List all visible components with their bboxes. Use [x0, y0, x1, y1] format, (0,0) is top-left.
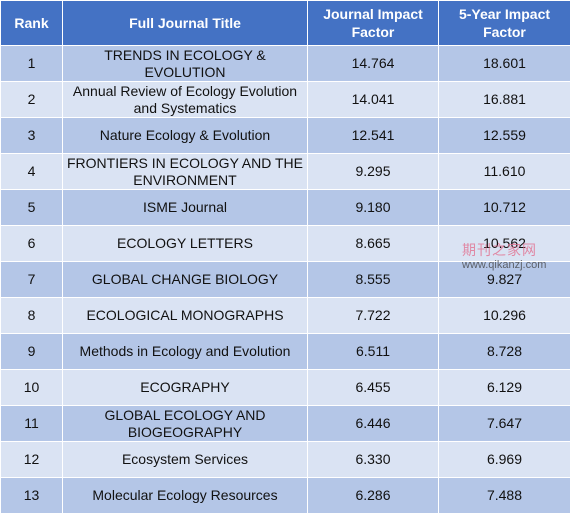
table-row[interactable]: 12 Ecosystem Services 6.330 6.969 — [0, 441, 570, 478]
cell-journal-impact-factor: 6.286 — [307, 477, 439, 514]
table-row[interactable]: 4 FRONTIERS IN ECOLOGY AND THE ENVIRONMEN… — [0, 153, 570, 190]
cell-rank: 6 — [0, 225, 63, 262]
cell-five-year-impact-factor: 18.601 — [438, 45, 570, 82]
cell-journal-title: ECOGRAPHY — [62, 369, 308, 406]
cell-five-year-impact-factor: 7.488 — [438, 477, 570, 514]
cell-journal-impact-factor: 9.180 — [307, 189, 439, 226]
header-journal-title[interactable]: Full Journal Title — [62, 0, 308, 46]
table-body: 1 TRENDS IN ECOLOGY & EVOLUTION 14.764 18.6… — [0, 45, 570, 514]
cell-journal-impact-factor: 6.446 — [307, 405, 439, 442]
cell-journal-impact-factor: 7.722 — [307, 297, 439, 334]
cell-rank: 2 — [0, 81, 63, 118]
cell-journal-title: GLOBAL ECOLOGY AND BIOGEOGRAPHY — [62, 405, 308, 442]
table-row[interactable]: 6 ECOLOGY LETTERS 8.665 10.562 — [0, 225, 570, 262]
cell-five-year-impact-factor: 16.881 — [438, 81, 570, 118]
cell-journal-impact-factor: 14.764 — [307, 45, 439, 82]
cell-rank: 3 — [0, 117, 63, 154]
cell-five-year-impact-factor: 7.647 — [438, 405, 570, 442]
cell-journal-impact-factor: 14.041 — [307, 81, 439, 118]
cell-five-year-impact-factor: 6.969 — [438, 441, 570, 478]
cell-journal-title: Annual Review of Ecology Evolution and S… — [62, 81, 308, 118]
cell-five-year-impact-factor: 10.712 — [438, 189, 570, 226]
cell-journal-impact-factor: 9.295 — [307, 153, 439, 190]
cell-journal-title: TRENDS IN ECOLOGY & EVOLUTION — [62, 45, 308, 82]
header-journal-impact-factor[interactable]: Journal Impact Factor — [307, 0, 439, 46]
cell-rank: 5 — [0, 189, 63, 226]
table-row[interactable]: 13 Molecular Ecology Resources 6.286 7.488 — [0, 477, 570, 514]
cell-five-year-impact-factor: 6.129 — [438, 369, 570, 406]
table-row[interactable]: 7 GLOBAL CHANGE BIOLOGY 8.555 9.827 — [0, 261, 570, 298]
cell-journal-title: ECOLOGY LETTERS — [62, 225, 308, 262]
cell-rank: 7 — [0, 261, 63, 298]
cell-journal-impact-factor: 8.555 — [307, 261, 439, 298]
cell-journal-impact-factor: 6.511 — [307, 333, 439, 370]
cell-journal-impact-factor: 6.455 — [307, 369, 439, 406]
cell-journal-title: ISME Journal — [62, 189, 308, 226]
cell-journal-title: FRONTIERS IN ECOLOGY AND THE ENVIRONMENT — [62, 153, 308, 190]
cell-five-year-impact-factor: 8.728 — [438, 333, 570, 370]
cell-journal-impact-factor: 8.665 — [307, 225, 439, 262]
cell-rank: 9 — [0, 333, 63, 370]
cell-journal-title: GLOBAL CHANGE BIOLOGY — [62, 261, 308, 298]
cell-five-year-impact-factor: 12.559 — [438, 117, 570, 154]
cell-journal-impact-factor: 12.541 — [307, 117, 439, 154]
cell-rank: 13 — [0, 477, 63, 514]
cell-rank: 11 — [0, 405, 63, 442]
table-row[interactable]: 1 TRENDS IN ECOLOGY & EVOLUTION 14.764 18.6… — [0, 45, 570, 82]
table-row[interactable]: 11 GLOBAL ECOLOGY AND BIOGEOGRAPHY 6.446 7.… — [0, 405, 570, 442]
cell-five-year-impact-factor: 10.296 — [438, 297, 570, 334]
cell-rank: 8 — [0, 297, 63, 334]
cell-journal-title: Nature Ecology & Evolution — [62, 117, 308, 154]
cell-journal-impact-factor: 6.330 — [307, 441, 439, 478]
cell-rank: 10 — [0, 369, 63, 406]
table-row[interactable]: 5 ISME Journal 9.180 10.712 — [0, 189, 570, 226]
cell-journal-title: Molecular Ecology Resources — [62, 477, 308, 514]
cell-rank: 4 — [0, 153, 63, 190]
header-five-year-impact-factor[interactable]: 5-Year Impact Factor — [438, 0, 570, 46]
header-rank[interactable]: Rank — [0, 0, 63, 46]
header-row: Rank Full Journal Title Journal Impact F… — [0, 0, 570, 46]
cell-journal-title: ECOLOGICAL MONOGRAPHS — [62, 297, 308, 334]
table-row[interactable]: 10 ECOGRAPHY 6.455 6.129 — [0, 369, 570, 406]
cell-five-year-impact-factor: 9.827 — [438, 261, 570, 298]
table-row[interactable]: 9 Methods in Ecology and Evolution 6.511 8.… — [0, 333, 570, 370]
cell-journal-title: Ecosystem Services — [62, 441, 308, 478]
cell-journal-title: Methods in Ecology and Evolution — [62, 333, 308, 370]
cell-rank: 12 — [0, 441, 63, 478]
table-header: Rank Full Journal Title Journal Impact F… — [0, 0, 570, 46]
cell-rank: 1 — [0, 45, 63, 82]
table-row[interactable]: 2 Annual Review of Ecology Evolution and … — [0, 81, 570, 118]
cell-five-year-impact-factor: 10.562 — [438, 225, 570, 262]
table-row[interactable]: 8 ECOLOGICAL MONOGRAPHS 7.722 10.296 — [0, 297, 570, 334]
table-row[interactable]: 3 Nature Ecology & Evolution 12.541 12.559 — [0, 117, 570, 154]
cell-five-year-impact-factor: 11.610 — [438, 153, 570, 190]
